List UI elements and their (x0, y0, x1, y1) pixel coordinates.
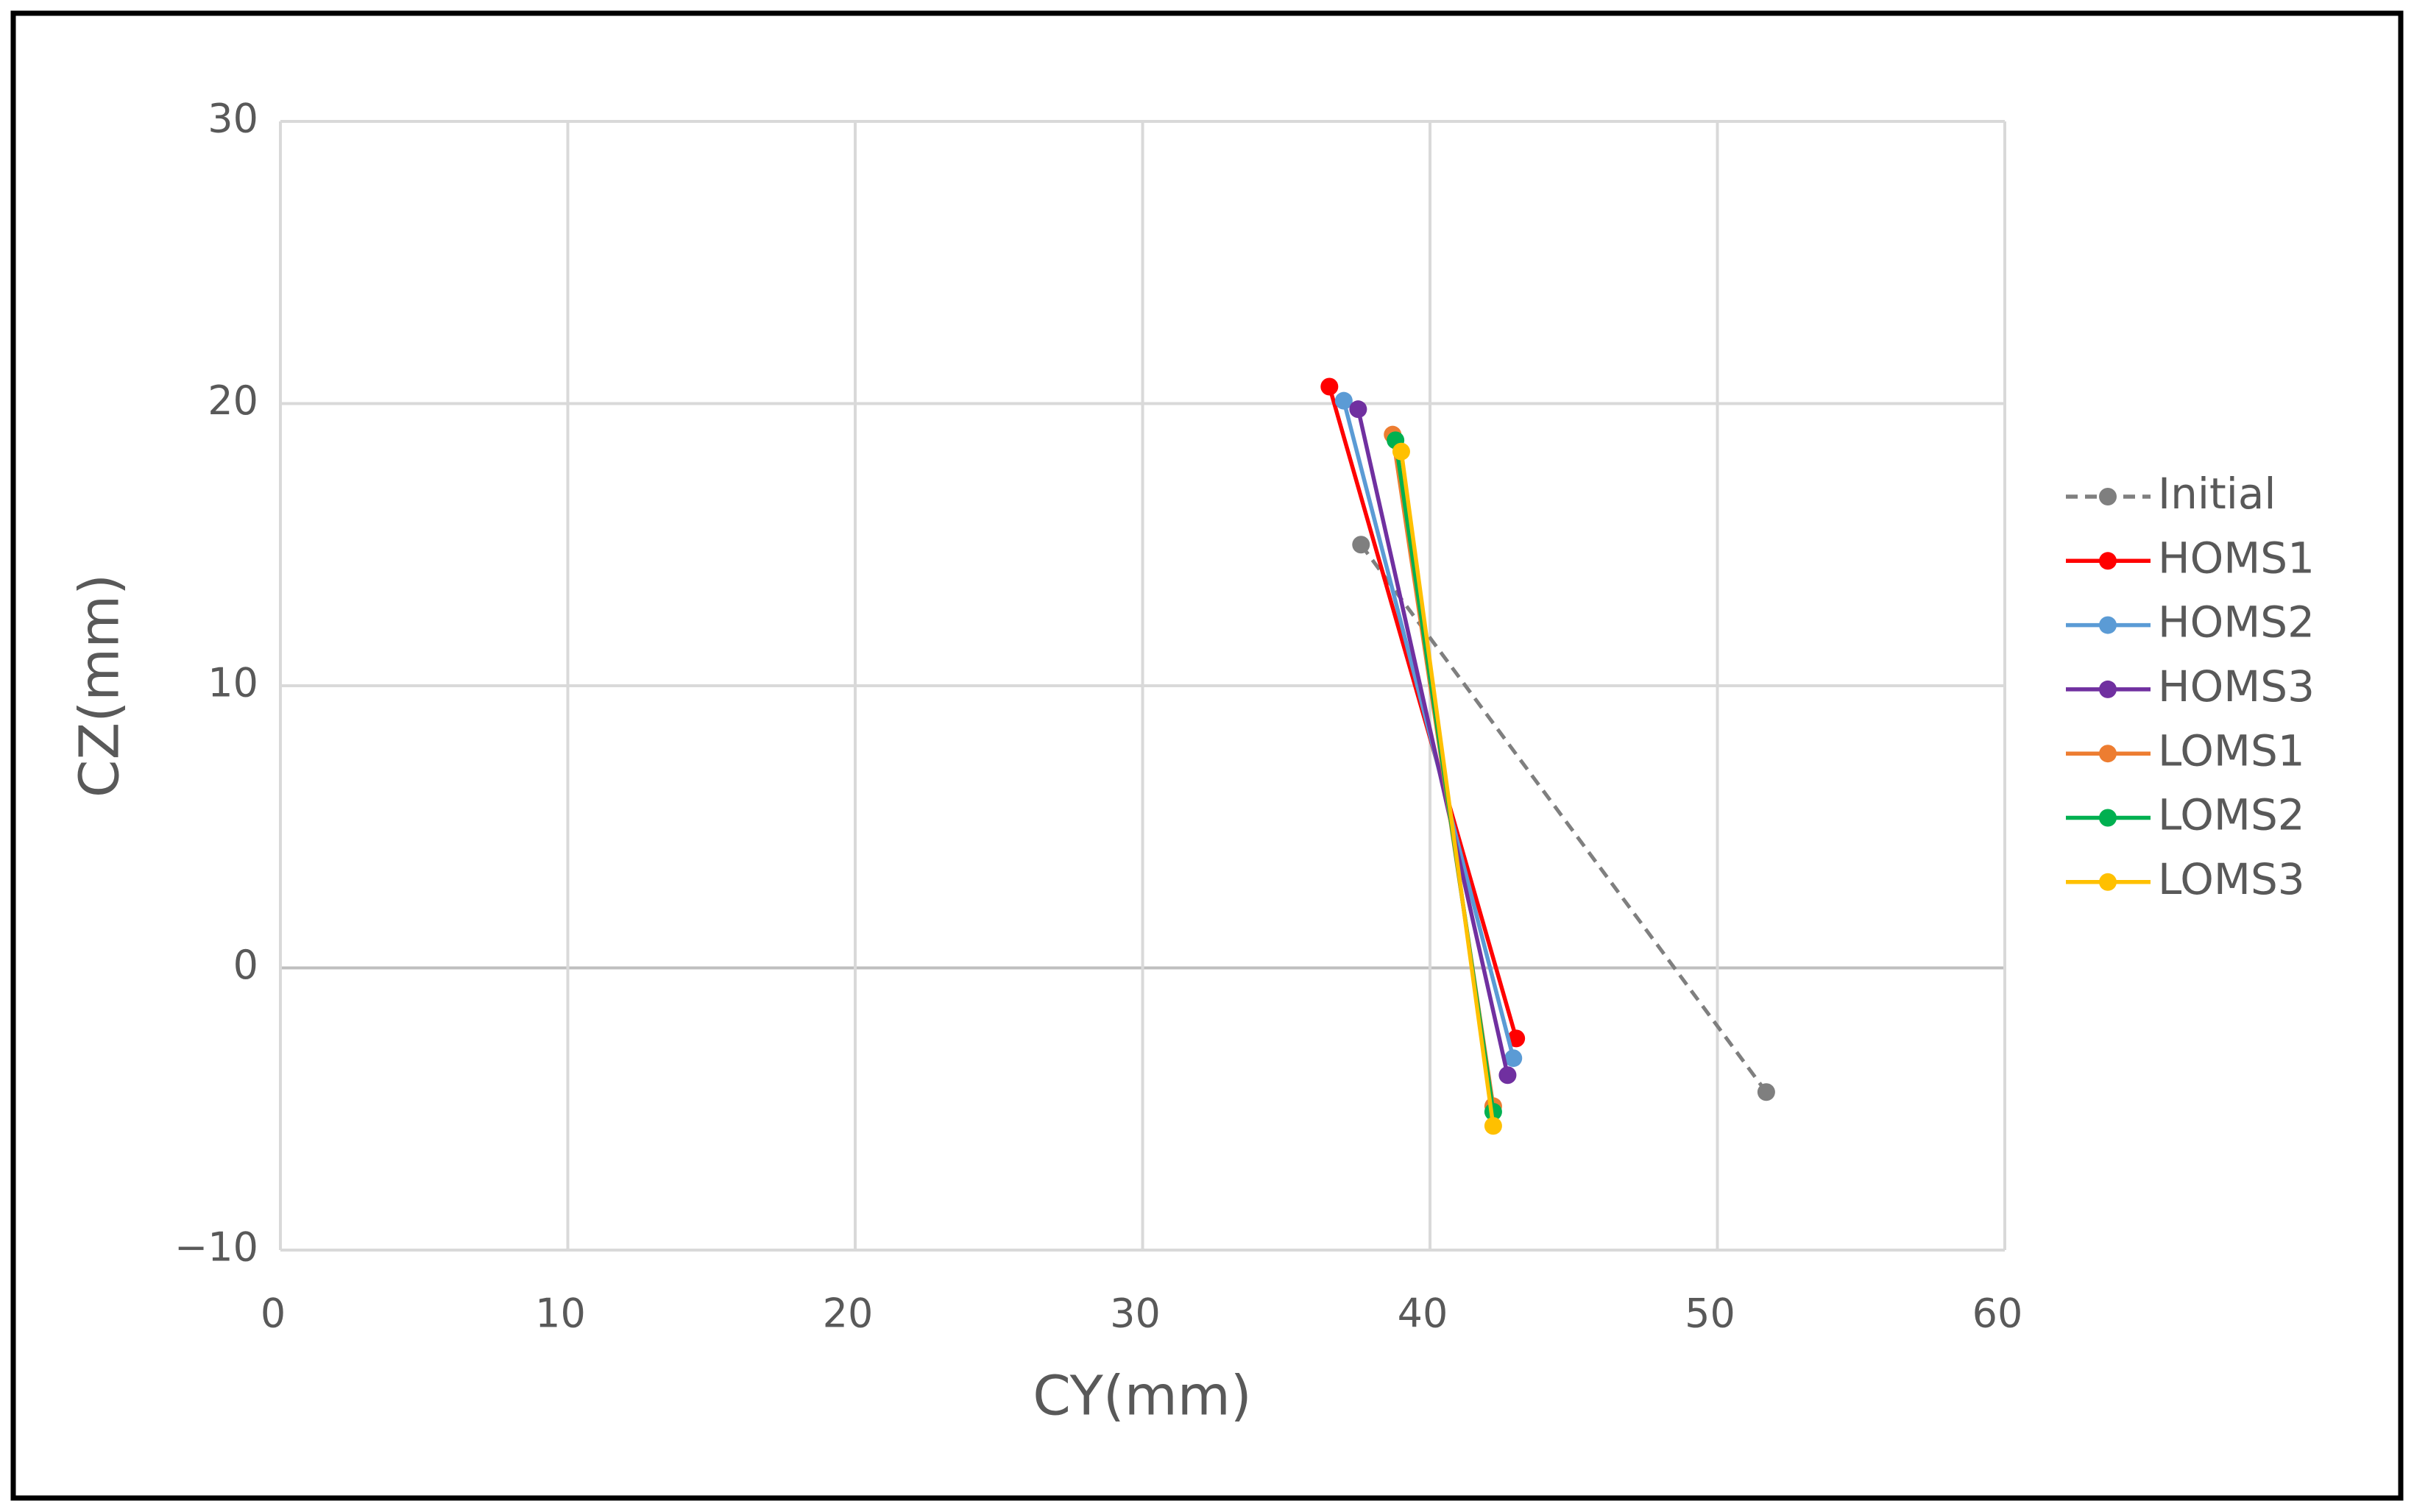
data-point (1352, 536, 1370, 554)
y-tick-label: 0 (233, 942, 258, 988)
legend-label: HOMS2 (2158, 597, 2315, 647)
legend-marker (2099, 552, 2117, 570)
legend-label: LOMS2 (2158, 790, 2305, 840)
x-tick-label: 50 (1685, 1291, 1735, 1337)
x-tick-label: 40 (1398, 1291, 1448, 1337)
data-point (1498, 1066, 1517, 1085)
legend-label: HOMS1 (2158, 533, 2315, 583)
legend-marker (2099, 488, 2117, 505)
legend-marker (2099, 745, 2117, 763)
legend-label: HOMS3 (2158, 661, 2315, 711)
y-tick-label: 20 (208, 377, 258, 424)
series-line (1356, 408, 1510, 1076)
x-tick-label: 0 (261, 1291, 286, 1337)
x-tick-label: 60 (1972, 1291, 2023, 1337)
y-tick-label: 10 (208, 660, 258, 706)
x-tick-label: 20 (823, 1291, 874, 1337)
legend-marker (2099, 809, 2117, 827)
y-tick-label: 30 (208, 96, 258, 142)
data-point (1392, 442, 1410, 461)
data-point (1504, 1049, 1523, 1068)
data-point (1320, 377, 1339, 396)
x-tick-label: 30 (1110, 1291, 1161, 1337)
legend-marker (2099, 873, 2117, 891)
y-tick-label: −10 (174, 1224, 258, 1271)
legend-marker (2099, 680, 2117, 698)
legend-label: Initial (2158, 469, 2276, 519)
data-point (1334, 391, 1353, 410)
legend-marker (2099, 616, 2117, 634)
legend-label: LOMS3 (2158, 854, 2305, 904)
data-point (1484, 1117, 1502, 1135)
data-point (1757, 1083, 1775, 1101)
x-tick-label: 10 (535, 1291, 586, 1337)
series-line (1399, 451, 1496, 1126)
y-axis-title: CZ(mm) (68, 574, 132, 798)
legend-label: LOMS1 (2158, 725, 2305, 775)
data-point (1507, 1029, 1526, 1048)
frame (10, 10, 2404, 1501)
data-point (1349, 400, 1367, 419)
x-axis-title: CY(mm) (1033, 1365, 1251, 1428)
